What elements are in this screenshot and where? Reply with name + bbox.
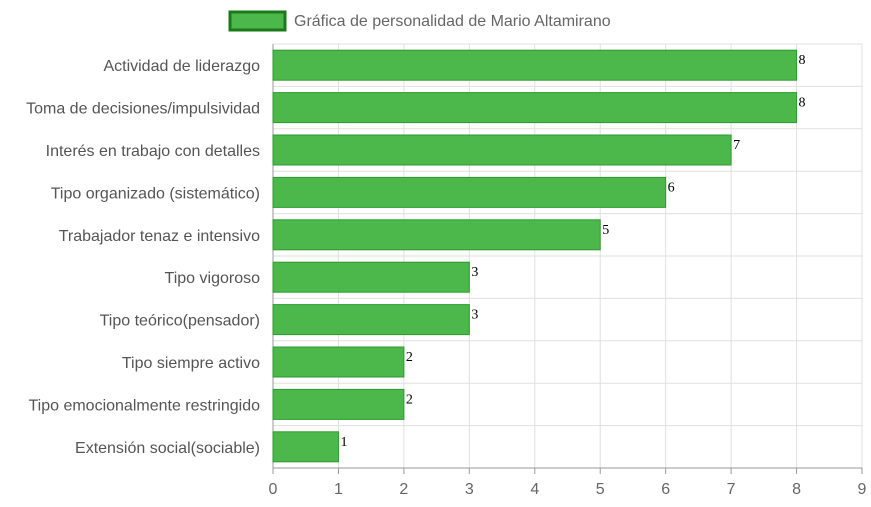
x-tick-label: 6 xyxy=(661,481,670,498)
data-label: 2 xyxy=(406,392,413,407)
x-tick-label: 2 xyxy=(399,481,408,498)
bar[interactable] xyxy=(272,134,732,166)
category-label: Toma de decisiones/impulsividad xyxy=(26,101,260,118)
category-label: Actividad de liderazgo xyxy=(103,58,260,75)
category-label: Tipo emocionalmente restringido xyxy=(28,397,260,414)
category-label: Extensión social(sociable) xyxy=(75,440,260,457)
category-label: Tipo vigoroso xyxy=(165,270,261,287)
x-tick-label: 7 xyxy=(727,481,736,498)
bar[interactable] xyxy=(272,219,601,251)
bar-layer: 8 8 7 6 5 3 3 2 2 1 xyxy=(272,49,806,463)
legend[interactable]: Gráfica de personalidad de Mario Altamir… xyxy=(228,10,611,32)
x-tick-label: 1 xyxy=(334,481,343,498)
legend-label: Gráfica de personalidad de Mario Altamir… xyxy=(294,13,611,30)
bar[interactable] xyxy=(272,304,470,336)
data-label: 6 xyxy=(668,180,675,195)
data-label: 5 xyxy=(602,223,609,238)
bar[interactable] xyxy=(272,261,470,293)
bar[interactable] xyxy=(272,388,405,420)
data-label: 8 xyxy=(799,53,806,68)
x-tick-label: 8 xyxy=(792,481,801,498)
bar[interactable] xyxy=(272,431,339,463)
category-label: Tipo organizado (sistemático) xyxy=(51,185,260,202)
data-label: 1 xyxy=(340,435,347,450)
category-label: Interés en trabajo con detalles xyxy=(46,143,260,160)
category-label: Trabajador tenaz e intensivo xyxy=(59,228,260,245)
data-label: 2 xyxy=(406,350,413,365)
data-label: 8 xyxy=(799,96,806,111)
x-tick-label: 5 xyxy=(596,481,605,498)
x-tick-label: 0 xyxy=(269,481,278,498)
x-tick-label: 9 xyxy=(858,481,867,498)
bar[interactable] xyxy=(272,92,798,124)
data-label: 7 xyxy=(733,138,740,153)
legend-swatch[interactable] xyxy=(228,10,287,32)
axis-layer: 0 1 2 3 4 5 6 7 8 9 Actividad de liderazgo Toma de … xyxy=(26,58,866,498)
bar[interactable] xyxy=(272,176,667,208)
bar[interactable] xyxy=(272,49,798,81)
category-label: Tipo siempre activo xyxy=(122,355,260,372)
data-label: 3 xyxy=(471,265,478,280)
x-tick-label: 3 xyxy=(465,481,474,498)
category-label: Tipo teórico(pensador) xyxy=(100,313,260,330)
bar[interactable] xyxy=(272,346,405,378)
data-label: 3 xyxy=(471,308,478,323)
x-tick-label: 4 xyxy=(530,481,539,498)
